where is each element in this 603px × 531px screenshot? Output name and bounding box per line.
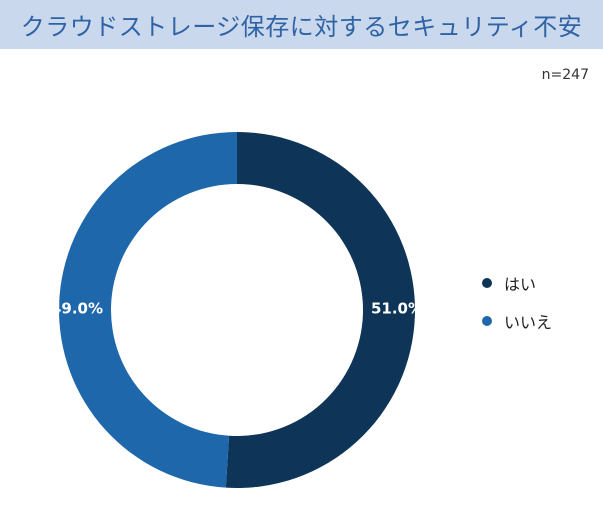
donut-data-labels: 51.0% 49.0% xyxy=(51,300,423,318)
legend-swatch-iie xyxy=(482,316,492,326)
title-bar: クラウドストレージ保存に対するセキュリティ不安 xyxy=(0,0,603,49)
sample-size-label: n=247 xyxy=(541,67,589,83)
chart-legend: はい いいえ xyxy=(482,272,552,348)
data-label-hai: 51.0% xyxy=(371,300,423,318)
donut-slices xyxy=(59,132,416,489)
donut-slice-hai xyxy=(225,132,416,489)
legend-swatch-hai xyxy=(482,278,492,288)
legend-item-hai: はい xyxy=(482,272,552,294)
data-label-iie: 49.0% xyxy=(51,300,103,318)
donut-slice-iie xyxy=(59,132,238,488)
page-title: クラウドストレージ保存に対するセキュリティ不安 xyxy=(20,13,583,41)
legend-label-iie: いいえ xyxy=(504,313,553,332)
legend-label-hai: はい xyxy=(504,275,537,294)
legend-item-iie: いいえ xyxy=(482,310,552,332)
